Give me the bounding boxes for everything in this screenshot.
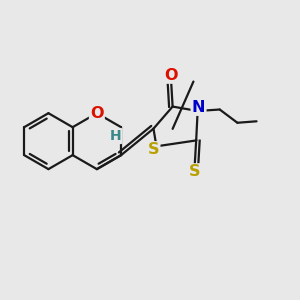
- Text: S: S: [189, 164, 200, 179]
- Text: O: O: [164, 68, 178, 82]
- Text: N: N: [192, 100, 205, 115]
- Text: H: H: [110, 129, 121, 143]
- Text: S: S: [148, 142, 159, 158]
- Text: O: O: [90, 106, 104, 121]
